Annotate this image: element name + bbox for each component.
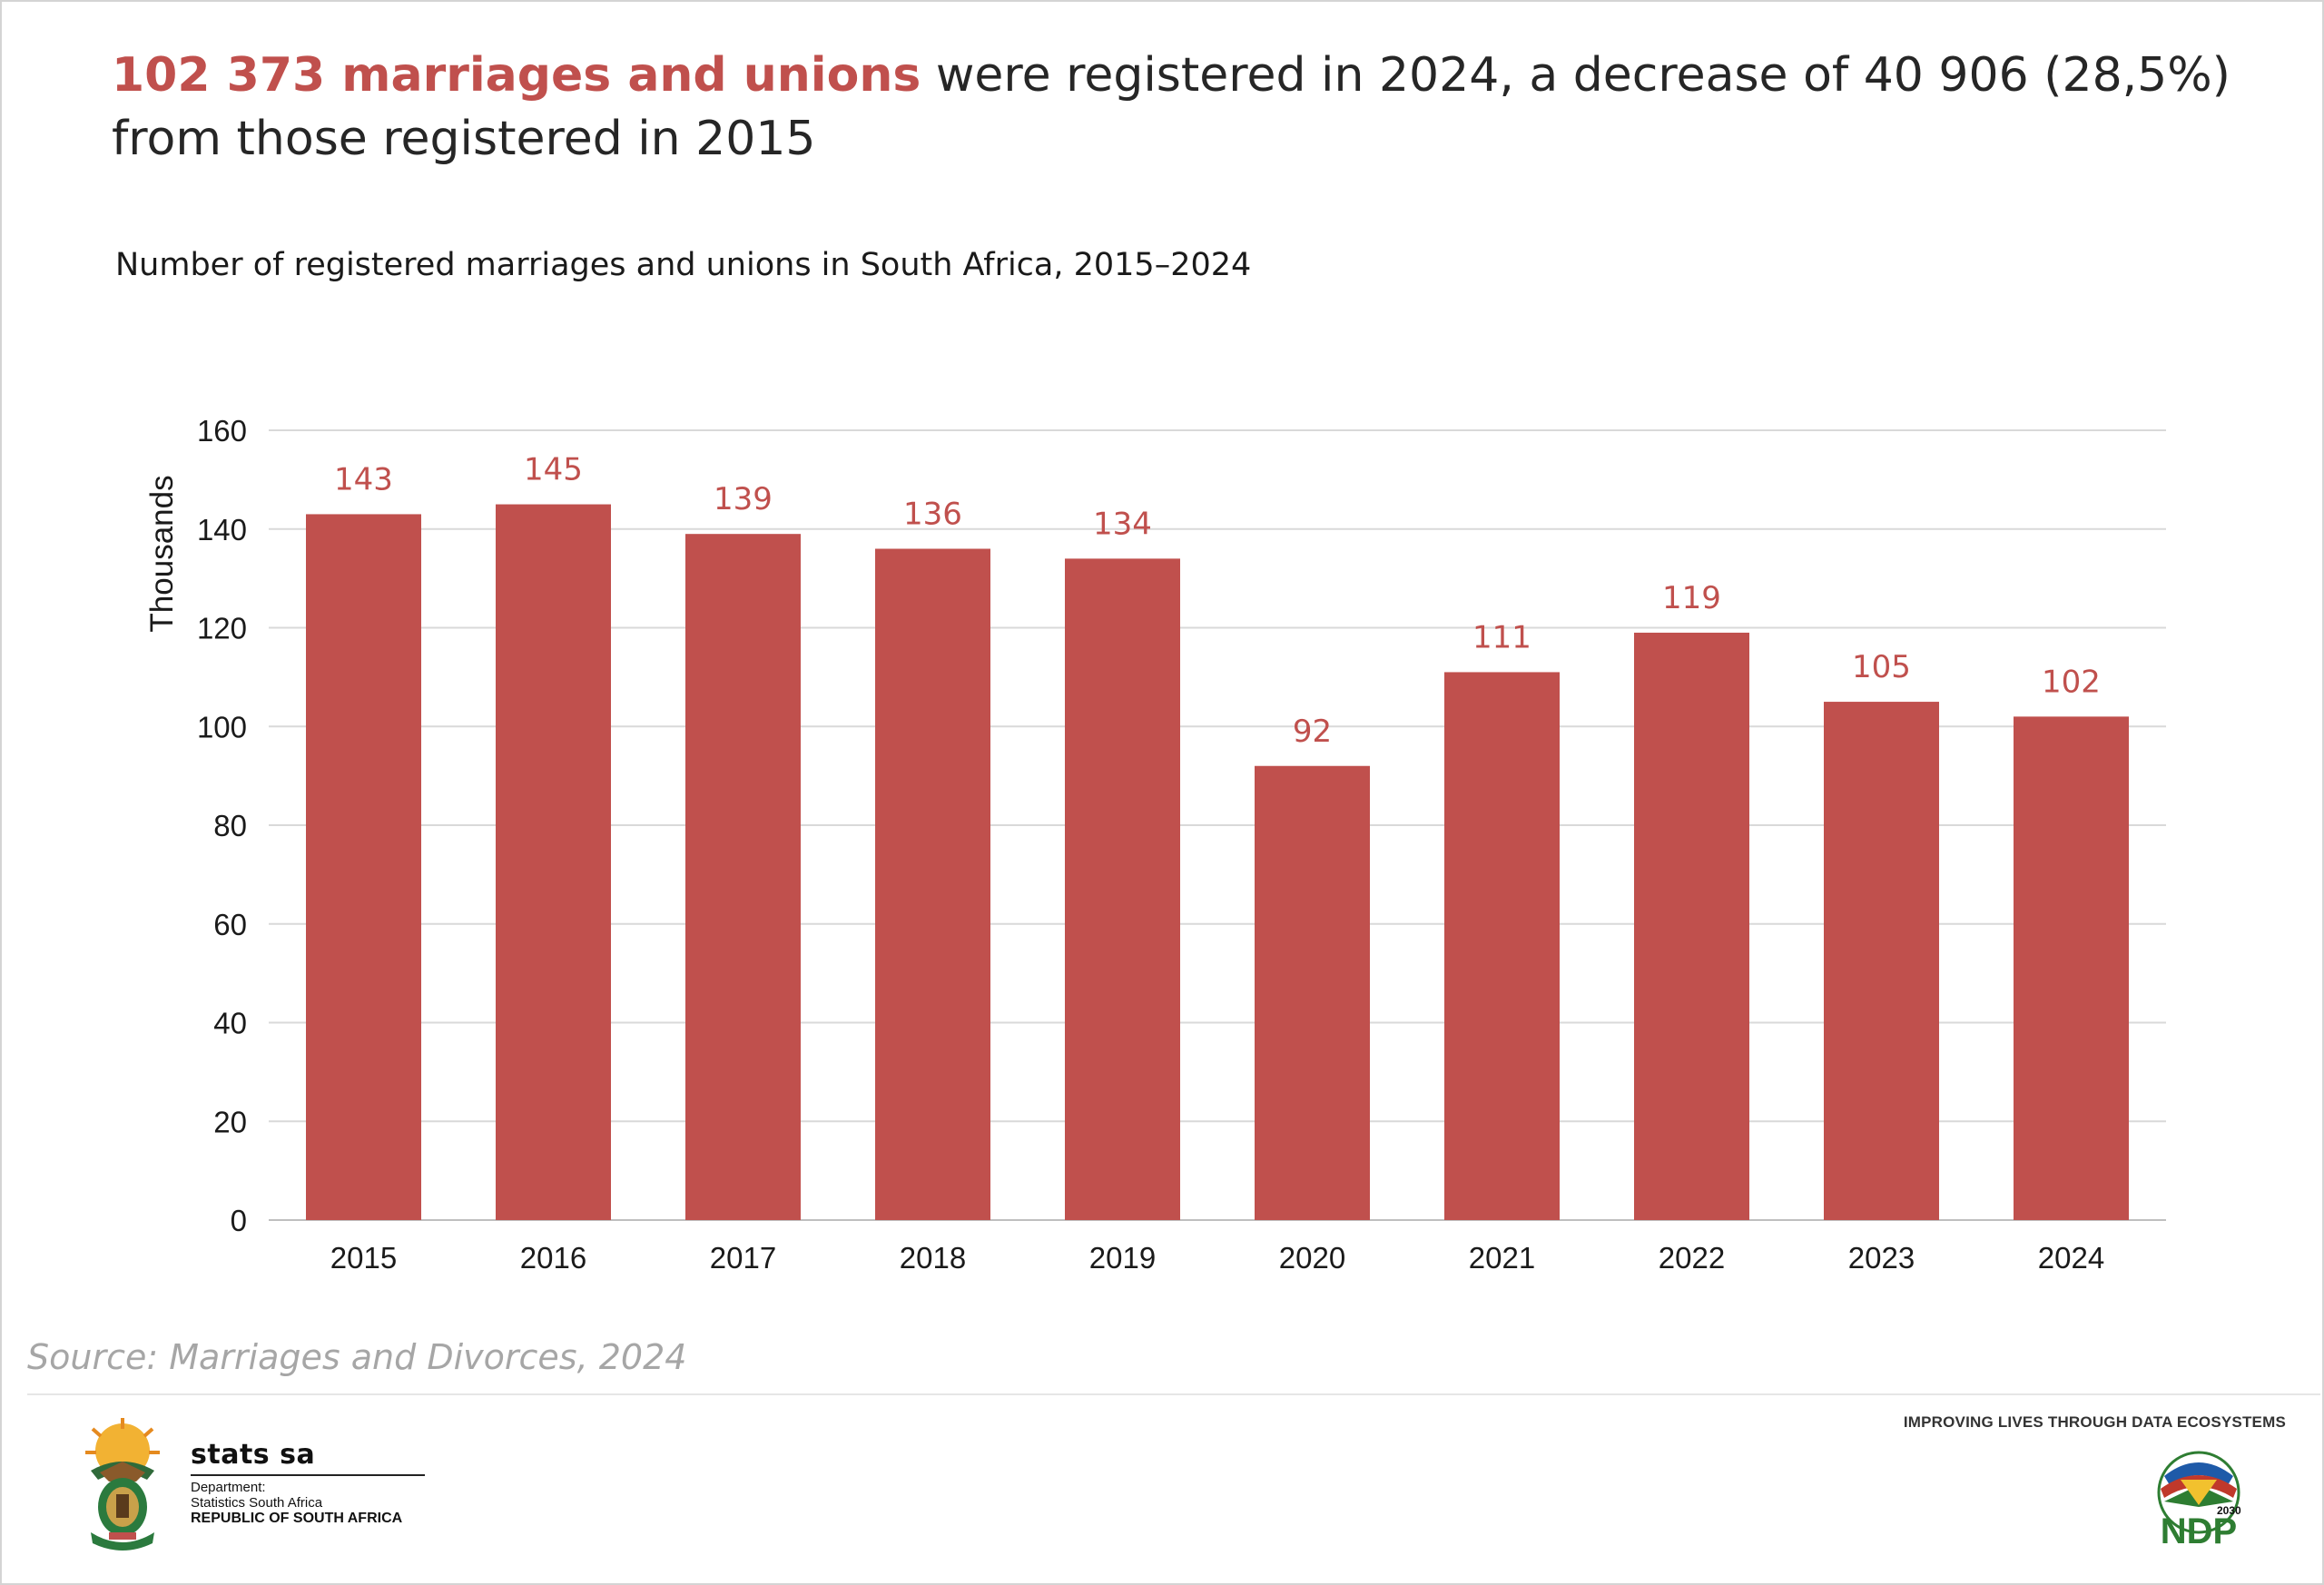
ndp-year: 2030: [2217, 1504, 2241, 1517]
x-tick-label: 2023: [1848, 1241, 1915, 1275]
tagline: IMPROVING LIVES THROUGH DATA ECOSYSTEMS: [1903, 1413, 2286, 1431]
department-label: Department:: [191, 1480, 266, 1495]
bar: [1255, 765, 1370, 1220]
y-tick-label: 160: [197, 414, 247, 448]
source-note: Source: Marriages and Divorces, 2024: [27, 1337, 687, 1377]
data-label: 134: [1093, 506, 1152, 542]
y-tick-label: 40: [213, 1007, 247, 1040]
data-label: 92: [1293, 714, 1332, 750]
x-tick-label: 2016: [520, 1241, 586, 1275]
y-tick-label: 100: [197, 710, 247, 743]
brand-name: stats sa: [191, 1439, 316, 1471]
department-name: Statistics South Africa: [191, 1495, 323, 1511]
y-tick-label: 20: [213, 1105, 247, 1138]
x-tick-label: 2017: [710, 1241, 776, 1275]
bar: [496, 504, 611, 1220]
y-axis-title: Thousands: [144, 475, 180, 632]
data-label: 143: [334, 461, 393, 497]
data-label: 136: [903, 497, 962, 533]
y-tick-label: 60: [213, 908, 247, 941]
data-label: 145: [524, 452, 583, 488]
y-tick-label: 0: [231, 1204, 247, 1237]
bar: [306, 514, 421, 1220]
bar: [1634, 632, 1749, 1220]
country-name: REPUBLIC OF SOUTH AFRICA: [191, 1511, 403, 1526]
x-tick-label: 2019: [1089, 1241, 1156, 1275]
chart-subtitle: Number of registered marriages and union…: [115, 247, 1252, 283]
data-label: 119: [1662, 580, 1721, 616]
data-label: 105: [1852, 649, 1911, 685]
bar: [2014, 716, 2129, 1220]
x-tick-label: 2021: [1469, 1241, 1535, 1275]
bar: [1065, 558, 1180, 1220]
x-tick-label: 2015: [330, 1241, 397, 1275]
x-tick-label: 2022: [1659, 1241, 1725, 1275]
data-label: 102: [2042, 664, 2101, 700]
stats-sa-logo: stats sa Department: Statistics South Af…: [64, 1407, 445, 1561]
bar: [685, 534, 801, 1220]
footer-divider: [27, 1393, 2320, 1395]
y-tick-label: 80: [213, 809, 247, 842]
brand-underline: [191, 1474, 425, 1476]
bar: [1444, 672, 1560, 1220]
bar: [1824, 702, 1939, 1220]
bar: [875, 548, 990, 1220]
ndp-label: NDP: [2161, 1511, 2237, 1549]
data-label: 111: [1472, 619, 1531, 655]
ndp-logo-icon: 2030 NDP: [2157, 1451, 2241, 1549]
y-tick-label: 120: [197, 612, 247, 645]
x-tick-label: 2020: [1279, 1241, 1345, 1275]
x-tick-label: 2024: [2038, 1241, 2104, 1275]
headline: 102 373 marriages and unions were regist…: [112, 44, 2290, 171]
bar-chart: 0 20 40 60 80 100 120 140 160 Thousands 143 2015 145…: [144, 414, 2166, 1275]
coat-of-arms-icon: [85, 1418, 160, 1551]
headline-rest: were registered in 2024, a decrease of 4…: [112, 48, 2230, 166]
headline-highlight: 102 373 marriages and unions: [112, 48, 921, 103]
data-label: 139: [714, 481, 773, 517]
x-tick-label: 2018: [900, 1241, 966, 1275]
y-tick-label: 140: [197, 513, 247, 546]
